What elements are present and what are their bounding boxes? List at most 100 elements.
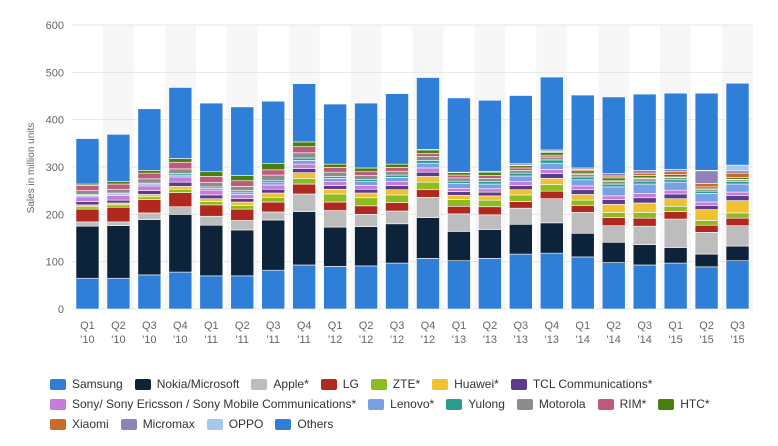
bar-segment[interactable] bbox=[323, 188, 347, 195]
bar-segment[interactable] bbox=[694, 190, 719, 194]
bar-segment[interactable] bbox=[539, 159, 564, 164]
bar-segment[interactable] bbox=[509, 223, 533, 255]
bar-segment[interactable] bbox=[230, 180, 255, 187]
bar-segment[interactable] bbox=[106, 188, 131, 194]
bar-segment[interactable] bbox=[694, 266, 719, 310]
bar-segment[interactable] bbox=[385, 189, 409, 196]
bar-segment[interactable] bbox=[725, 172, 750, 178]
legend-item[interactable]: Motorola bbox=[516, 397, 586, 411]
bar-segment[interactable] bbox=[323, 210, 347, 228]
bar-segment[interactable] bbox=[292, 172, 316, 179]
bar-segment[interactable] bbox=[323, 163, 347, 168]
legend-item[interactable]: Huawei* bbox=[432, 377, 499, 391]
bar-segment[interactable] bbox=[632, 212, 657, 219]
bar-segment[interactable] bbox=[199, 224, 224, 277]
legend-item[interactable]: Xiaomi bbox=[50, 417, 109, 431]
bar-segment[interactable] bbox=[725, 212, 750, 219]
bar-segment[interactable] bbox=[694, 201, 719, 206]
bar-segment[interactable] bbox=[106, 183, 131, 190]
bar-segment[interactable] bbox=[601, 262, 626, 310]
bar-stack[interactable] bbox=[478, 99, 502, 310]
bar-segment[interactable] bbox=[354, 185, 378, 190]
bar-segment[interactable] bbox=[478, 171, 502, 176]
bar-segment[interactable] bbox=[137, 178, 162, 184]
bar-segment[interactable] bbox=[601, 217, 626, 226]
bar-segment[interactable] bbox=[416, 189, 440, 198]
bar-segment[interactable] bbox=[230, 208, 255, 221]
bar-segment[interactable] bbox=[725, 217, 750, 226]
bar-segment[interactable] bbox=[663, 171, 688, 175]
bar-segment[interactable] bbox=[261, 169, 286, 176]
bar-segment[interactable] bbox=[509, 194, 533, 202]
bar-segment[interactable] bbox=[106, 181, 131, 185]
bar-stack[interactable] bbox=[354, 102, 378, 310]
bar-segment[interactable] bbox=[478, 214, 502, 230]
bar-segment[interactable] bbox=[292, 178, 316, 185]
bar-segment[interactable] bbox=[601, 186, 626, 197]
bar-segment[interactable] bbox=[106, 277, 131, 310]
bar-segment[interactable] bbox=[354, 179, 378, 182]
bar-segment[interactable] bbox=[416, 258, 440, 310]
bar-segment[interactable] bbox=[261, 269, 286, 310]
bar-segment[interactable] bbox=[230, 275, 255, 310]
bar-stack[interactable] bbox=[385, 93, 409, 310]
bar-segment[interactable] bbox=[292, 183, 316, 195]
bar-segment[interactable] bbox=[601, 199, 626, 205]
bar-segment[interactable] bbox=[663, 177, 688, 181]
bar-segment[interactable] bbox=[447, 195, 471, 200]
bar-segment[interactable] bbox=[230, 175, 255, 182]
bar-segment[interactable] bbox=[725, 181, 750, 185]
bar-segment[interactable] bbox=[539, 252, 564, 310]
bar-segment[interactable] bbox=[137, 194, 162, 198]
bar-segment[interactable] bbox=[385, 194, 409, 203]
bar-segment[interactable] bbox=[168, 158, 193, 163]
bar-segment[interactable] bbox=[261, 192, 286, 198]
bar-stack[interactable] bbox=[539, 76, 564, 310]
bar-segment[interactable] bbox=[168, 161, 193, 170]
bar-segment[interactable] bbox=[478, 178, 502, 182]
bar-segment[interactable] bbox=[570, 174, 595, 178]
bar-segment[interactable] bbox=[478, 99, 502, 172]
legend-item[interactable]: Apple* bbox=[251, 377, 309, 391]
bar-segment[interactable] bbox=[230, 198, 255, 203]
bar-segment[interactable] bbox=[106, 221, 131, 226]
bar-segment[interactable] bbox=[385, 202, 409, 212]
bar-segment[interactable] bbox=[663, 179, 688, 183]
bar-segment[interactable] bbox=[601, 225, 626, 243]
bar-segment[interactable] bbox=[385, 210, 409, 225]
bar-segment[interactable] bbox=[509, 185, 533, 191]
bar-segment[interactable] bbox=[199, 176, 224, 183]
bar-segment[interactable] bbox=[539, 222, 564, 254]
bar-segment[interactable] bbox=[570, 199, 595, 206]
bar-segment[interactable] bbox=[632, 225, 657, 245]
bar-segment[interactable] bbox=[725, 183, 750, 193]
legend-item[interactable]: Lenovo* bbox=[368, 397, 434, 411]
bar-segment[interactable] bbox=[725, 225, 750, 247]
bar-segment[interactable] bbox=[199, 189, 224, 196]
bar-segment[interactable] bbox=[447, 177, 471, 182]
bar-segment[interactable] bbox=[137, 196, 162, 200]
bar-segment[interactable] bbox=[416, 160, 440, 164]
bar-segment[interactable] bbox=[168, 186, 193, 190]
bar-segment[interactable] bbox=[137, 274, 162, 310]
legend-item[interactable]: Sony/ Sony Ericsson / Sony Mobile Commun… bbox=[50, 397, 356, 411]
bar-segment[interactable] bbox=[601, 204, 626, 213]
bar-segment[interactable] bbox=[106, 199, 131, 204]
bar-segment[interactable] bbox=[509, 207, 533, 225]
bar-stack[interactable] bbox=[601, 96, 626, 310]
bar-segment[interactable] bbox=[447, 191, 471, 196]
bar-segment[interactable] bbox=[478, 258, 502, 310]
bar-segment[interactable] bbox=[694, 205, 719, 210]
bar-segment[interactable] bbox=[230, 205, 255, 210]
bar-segment[interactable] bbox=[75, 277, 100, 310]
bar-segment[interactable] bbox=[447, 174, 471, 179]
bar-segment[interactable] bbox=[632, 244, 657, 266]
bar-segment[interactable] bbox=[539, 173, 564, 179]
bar-stack[interactable] bbox=[261, 100, 286, 310]
bar-segment[interactable] bbox=[509, 253, 533, 310]
bar-segment[interactable] bbox=[509, 95, 533, 164]
bar-segment[interactable] bbox=[323, 201, 347, 211]
bar-segment[interactable] bbox=[354, 167, 378, 173]
bar-segment[interactable] bbox=[385, 170, 409, 176]
bar-segment[interactable] bbox=[261, 181, 286, 186]
